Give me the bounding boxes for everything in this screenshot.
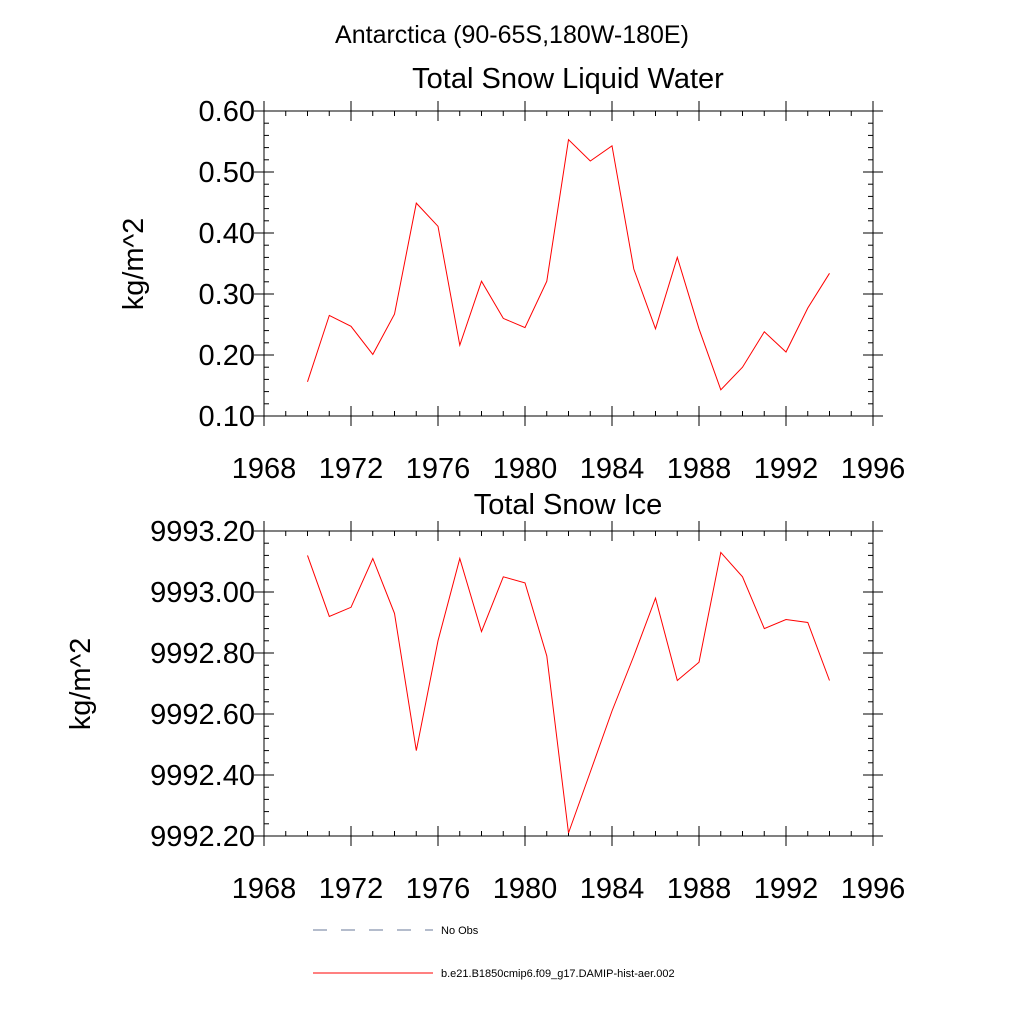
y-tick-label: 9992.40	[150, 760, 255, 792]
legend-label-no-obs: No Obs	[441, 925, 479, 937]
panel-snow-ice: Total Snow Ice kg/m^2 1968 1972 1976 1980 19…	[65, 489, 905, 905]
x-tick-label: 1976	[406, 873, 471, 905]
y-tick-label: 0.60	[199, 96, 255, 128]
y-tick-label: 0.10	[199, 401, 255, 433]
y-tick-label: 9993.20	[150, 516, 255, 548]
x-tick-label: 1980	[493, 873, 558, 905]
x-tick-label: 1980	[493, 453, 558, 485]
y-tick-label: 0.30	[199, 279, 255, 311]
x-tick-label: 1984	[580, 453, 645, 485]
x-tick-label: 1996	[841, 453, 906, 485]
y-tick-label: 0.20	[199, 340, 255, 372]
y-tick-label: 9993.00	[150, 577, 255, 609]
x-tick-label: 1988	[667, 453, 732, 485]
legend-label-model: b.e21.B1850cmip6.f09_g17.DAMIP-hist-aer.…	[441, 968, 675, 980]
main-title: Antarctica (90-65S,180W-180E)	[335, 21, 689, 49]
plot-frame	[263, 530, 874, 837]
x-tick-label: 1996	[841, 873, 906, 905]
panel-title: Total Snow Liquid Water	[412, 63, 724, 95]
y-axis-label: kg/m^2	[65, 638, 97, 731]
y-tick-label: 9992.60	[150, 699, 255, 731]
y-tick-label: 0.50	[199, 157, 255, 189]
x-tick-label: 1992	[754, 873, 819, 905]
y-tick-label: 0.40	[199, 218, 255, 250]
x-tick-label: 1992	[754, 453, 819, 485]
panel-title: Total Snow Ice	[474, 489, 663, 521]
series-line	[307, 138, 830, 391]
x-tick-label: 1984	[580, 873, 645, 905]
y-tick-label: 9992.80	[150, 638, 255, 670]
x-tick-label: 1972	[319, 873, 384, 905]
x-tick-label: 1972	[319, 453, 384, 485]
x-tick-label: 1988	[667, 873, 732, 905]
x-tick-label: 1976	[406, 453, 471, 485]
panel-liquid-water: Total Snow Liquid Water kg/m^2 1968 1972 1…	[118, 63, 905, 485]
legend: No Obs b.e21.B1850cmip6.f09_g17.DAMIP-hi…	[313, 925, 675, 980]
x-tick-label: 1968	[232, 453, 297, 485]
plot-frame	[263, 110, 874, 417]
y-axis-label: kg/m^2	[118, 218, 150, 311]
y-tick-label: 9992.20	[150, 821, 255, 853]
series-line	[307, 551, 830, 834]
x-tick-label: 1968	[232, 873, 297, 905]
